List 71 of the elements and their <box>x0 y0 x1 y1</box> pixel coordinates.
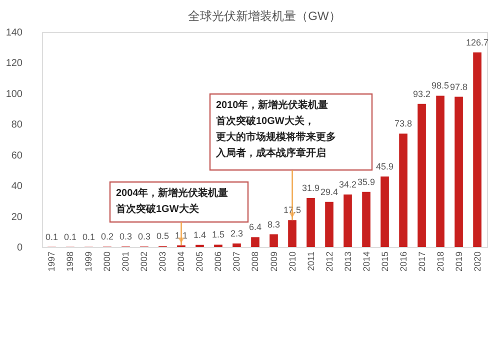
x-tick-label: 2009 <box>268 252 279 272</box>
x-tick-label: 2015 <box>380 252 390 272</box>
x-tick-label: 2001 <box>120 252 131 272</box>
x-tick-label: 2017 <box>416 252 427 272</box>
x-tick-label: 2020 <box>472 252 482 272</box>
x-tick-label: 2014 <box>361 252 372 272</box>
x-tick-label: 1999 <box>84 252 94 272</box>
bar <box>454 96 463 247</box>
bar <box>325 202 334 247</box>
bar <box>251 237 260 247</box>
bar <box>418 104 426 247</box>
bar <box>288 220 296 247</box>
data-label: 0.3 <box>119 232 132 242</box>
bar <box>232 243 241 247</box>
data-label: 0.1 <box>82 232 95 242</box>
x-tick-label: 2019 <box>454 252 464 272</box>
x-tick-label: 2008 <box>250 252 260 272</box>
data-label: 35.9 <box>358 176 376 187</box>
y-tick-label: 80 <box>11 120 23 131</box>
annotation: 2004年，新增光伏装机量首次突破1GW大关 <box>115 187 228 215</box>
data-label: 0.1 <box>64 232 76 242</box>
bar <box>306 198 315 247</box>
bar <box>362 192 370 247</box>
y-tick-label: 40 <box>11 181 23 192</box>
data-label: 0.1 <box>45 232 58 242</box>
y-tick-label: 0 <box>16 242 23 254</box>
y-tick-label: 100 <box>6 88 23 100</box>
bar <box>399 134 408 247</box>
data-label: 93.2 <box>413 88 431 99</box>
x-tick-label: 2007 <box>232 252 242 272</box>
data-label: 0.5 <box>156 231 169 242</box>
x-tick-label: 1998 <box>65 252 76 272</box>
data-label: 97.8 <box>450 82 468 92</box>
bar <box>473 52 482 247</box>
x-tick-label: 2000 <box>102 252 112 272</box>
bar <box>380 176 389 247</box>
data-label: 29.4 <box>320 186 338 197</box>
x-tick-label: 2012 <box>324 252 334 272</box>
data-label: 34.2 <box>339 179 357 190</box>
y-tick-label: 60 <box>11 150 23 162</box>
bar <box>436 96 444 247</box>
y-tick-label: 120 <box>6 58 23 70</box>
data-label: 0.3 <box>138 232 150 242</box>
x-tick-label: 2004 <box>176 252 186 272</box>
chart-title: 全球光伏新增装机量（GW） <box>188 9 341 23</box>
data-label: 8.3 <box>267 219 280 230</box>
data-label: 98.5 <box>432 80 450 91</box>
x-tick-label: 1997 <box>46 252 57 272</box>
x-tick-label: 2006 <box>213 252 224 272</box>
bar <box>270 234 278 247</box>
y-tick-label: 20 <box>11 212 23 223</box>
data-label: 31.9 <box>302 183 320 194</box>
x-tick-label: 2013 <box>342 252 353 272</box>
x-tick-label: 2018 <box>435 252 446 272</box>
data-label: 73.8 <box>394 118 412 129</box>
x-tick-label: 2003 <box>158 252 168 272</box>
x-tick-label: 2002 <box>139 252 150 272</box>
x-tick-label: 2016 <box>398 252 408 272</box>
data-label: 6.4 <box>248 222 262 232</box>
data-label: 2.3 <box>230 228 244 238</box>
bar <box>344 194 352 247</box>
x-tick-label: 2011 <box>306 252 316 271</box>
y-tick-label: 140 <box>6 28 23 38</box>
x-tick-label: 2010 <box>287 252 298 272</box>
data-label: 1.4 <box>193 230 206 240</box>
x-tick-label: 2005 <box>194 252 205 272</box>
data-label: 1.5 <box>212 230 224 240</box>
data-label: 126.7 <box>466 37 489 48</box>
data-label: 45.9 <box>376 162 394 172</box>
data-label: 0.2 <box>100 232 114 242</box>
annotation: 2010年，新增光伏装机量首次突破10GW大关，更大的市场规模将带来更多入局者，成本战序章开启 <box>215 99 336 159</box>
